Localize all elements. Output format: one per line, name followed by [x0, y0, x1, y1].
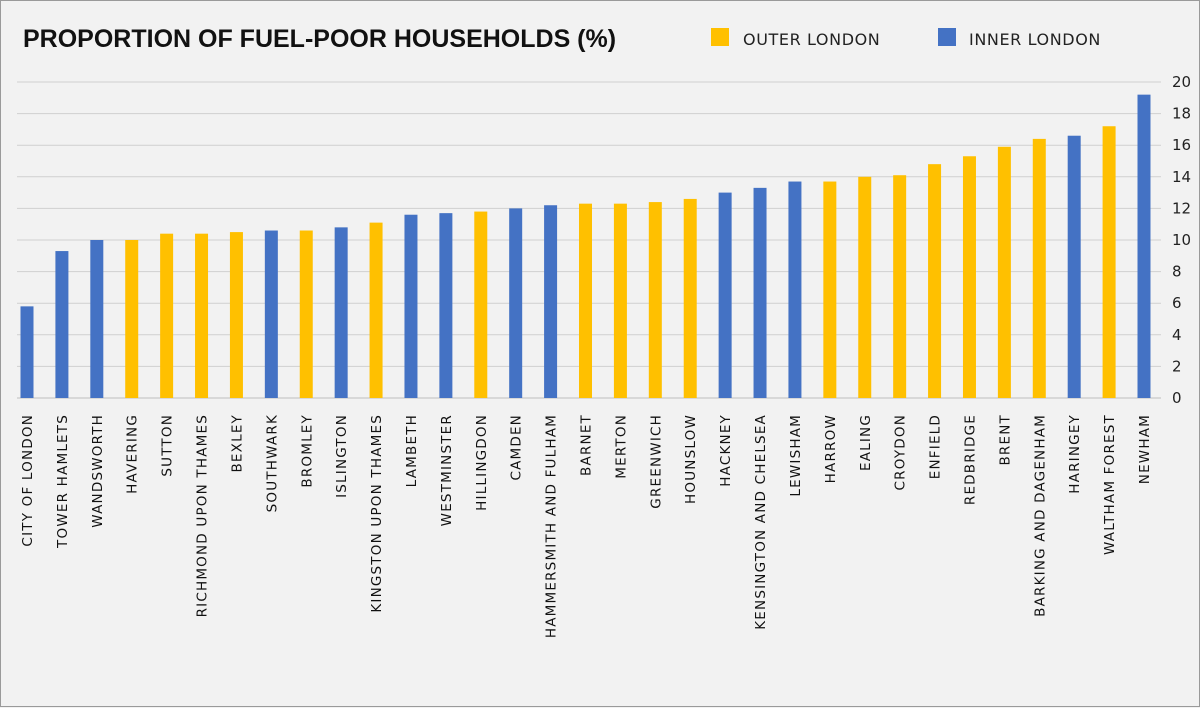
- bar-croydon: [893, 175, 907, 398]
- chart-title: PROPORTION OF FUEL-POOR HOUSEHOLDS (%): [23, 25, 616, 53]
- y-axis-ticks: 0 2 4 6 8 10 12 14 16 18 20: [1172, 73, 1191, 407]
- y-tick-label: 6: [1172, 294, 1182, 312]
- x-label-lambeth: LAMBETH: [404, 414, 420, 487]
- bar-bromley: [299, 230, 313, 398]
- bar-brent: [997, 146, 1011, 398]
- bar-barnet: [579, 203, 592, 398]
- y-tick-label: 18: [1172, 105, 1191, 123]
- x-axis-labels: CITY OF LONDON TOWER HAMLETS WANDSWORTH HAV…: [20, 414, 1153, 638]
- y-tick-label: 12: [1172, 199, 1191, 217]
- y-tick-label: 4: [1172, 326, 1182, 344]
- x-label-croydon: CROYDON: [893, 414, 909, 490]
- x-label-tower-hamlets: TOWER HAMLETS: [55, 414, 71, 549]
- bar-lambeth: [404, 214, 418, 398]
- bar-barking-and-dagenham: [1032, 138, 1046, 398]
- x-label-havering: HAVERING: [125, 414, 141, 494]
- legend-swatch-outer-london: [711, 28, 729, 46]
- x-label-kensington-and-chelsea: KENSINGTON AND CHELSEA: [753, 414, 769, 630]
- x-label-redbridge: REDBRIDGE: [962, 414, 978, 505]
- x-label-hillingdon: HILLINGDON: [474, 414, 490, 511]
- x-label-hammersmith-and-fulham: HAMMERSMITH AND FULHAM: [544, 414, 560, 638]
- bar-bexley: [229, 232, 243, 398]
- bars: [20, 94, 1151, 399]
- bar-richmond-upon-thames: [195, 233, 209, 398]
- x-label-newham: NEWHAM: [1137, 414, 1153, 484]
- bar-hackney: [718, 192, 732, 398]
- bar-hillingdon: [474, 211, 488, 398]
- x-label-westminster: WESTMINSTER: [439, 414, 455, 526]
- x-label-hounslow: HOUNSLOW: [683, 414, 699, 504]
- x-label-brent: BRENT: [997, 414, 1013, 466]
- bar-redbridge: [962, 156, 976, 398]
- legend-swatch-inner-london: [938, 28, 956, 46]
- x-label-barking-and-dagenham: BARKING AND DAGENHAM: [1032, 414, 1048, 617]
- legend: OUTER LONDON INNER LONDON: [711, 28, 1101, 49]
- y-tick-label: 14: [1172, 168, 1191, 186]
- x-label-hackney: HACKNEY: [718, 414, 734, 487]
- y-tick-label: 20: [1172, 73, 1191, 91]
- x-label-waltham-forest: WALTHAM FOREST: [1102, 414, 1118, 555]
- x-label-enfield: ENFIELD: [928, 414, 944, 479]
- bar-haringey: [1067, 135, 1081, 398]
- x-label-greenwich: GREENWICH: [648, 414, 664, 509]
- y-tick-label: 10: [1172, 231, 1191, 249]
- bar-southwark: [264, 230, 278, 398]
- legend-label-inner-london: INNER LONDON: [969, 30, 1101, 49]
- bar-merton: [613, 203, 627, 398]
- y-tick-label: 0: [1172, 389, 1182, 407]
- x-label-harrow: HARROW: [823, 414, 839, 483]
- x-label-city-of-london: CITY OF LONDON: [20, 414, 36, 547]
- bar-havering: [125, 240, 139, 398]
- x-label-islington: ISLINGTON: [334, 414, 350, 498]
- x-label-wandsworth: WANDSWORTH: [90, 414, 106, 528]
- bar-city-of-london: [20, 306, 34, 398]
- bar-ealing: [858, 176, 872, 398]
- bar-wandsworth: [90, 240, 104, 398]
- bar-greenwich: [648, 202, 662, 398]
- x-label-sutton: SUTTON: [160, 414, 176, 477]
- bar-camden: [509, 208, 523, 398]
- bar-sutton: [160, 233, 174, 398]
- bar-kensington-and-chelsea: [753, 187, 767, 398]
- bar-harrow: [823, 181, 837, 398]
- y-tick-label: 16: [1172, 136, 1191, 154]
- x-label-merton: MERTON: [613, 414, 629, 479]
- x-label-camden: CAMDEN: [509, 414, 525, 481]
- x-label-bromley: BROMLEY: [299, 414, 315, 488]
- x-label-richmond-upon-thames: RICHMOND UPON THAMES: [195, 414, 211, 617]
- x-label-ealing: EALING: [858, 414, 874, 471]
- x-label-bexley: BEXLEY: [229, 414, 245, 473]
- bar-hammersmith-and-fulham: [544, 205, 558, 398]
- x-label-barnet: BARNET: [579, 414, 595, 476]
- bar-waltham-forest: [1102, 126, 1116, 399]
- y-tick-label: 8: [1172, 263, 1182, 281]
- x-label-haringey: HARINGEY: [1067, 414, 1083, 494]
- legend-label-outer-london: OUTER LONDON: [743, 30, 880, 49]
- bar-lewisham: [788, 181, 802, 398]
- x-label-lewisham: LEWISHAM: [788, 414, 804, 497]
- bar-kingston-upon-thames: [369, 222, 383, 398]
- x-label-kingston-upon-thames: KINGSTON UPON THAMES: [369, 414, 385, 613]
- bar-tower-hamlets: [55, 251, 69, 398]
- bar-enfield: [928, 164, 942, 398]
- bar-hounslow: [683, 198, 697, 398]
- x-label-southwark: SOUTHWARK: [264, 414, 280, 512]
- bar-newham: [1137, 94, 1151, 398]
- y-tick-label: 2: [1172, 357, 1182, 375]
- bar-westminster: [439, 213, 453, 398]
- bar-islington: [334, 227, 348, 398]
